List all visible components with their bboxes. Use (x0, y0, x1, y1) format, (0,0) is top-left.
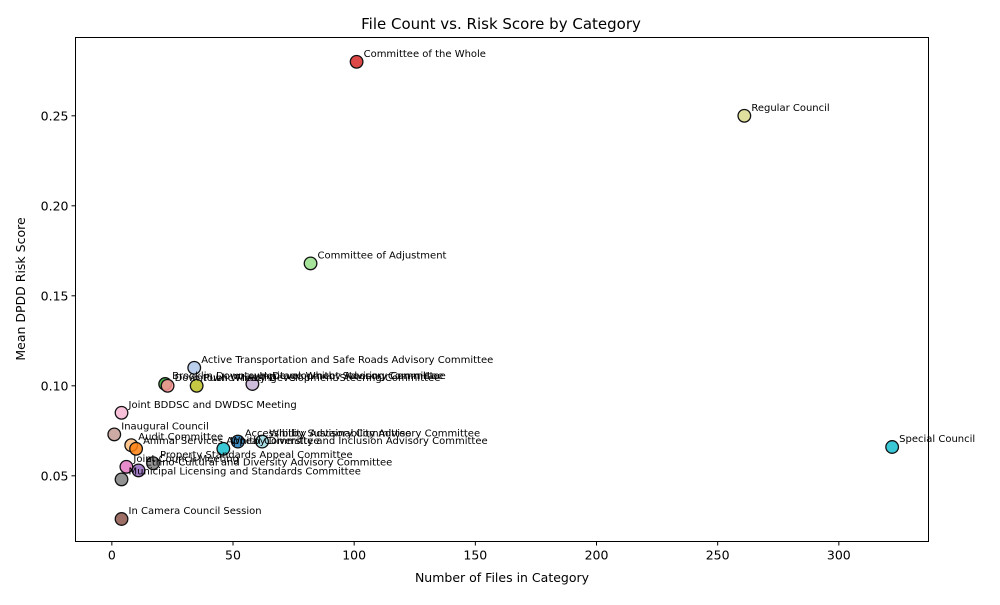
data-point (216, 441, 231, 456)
data-point (255, 434, 270, 449)
data-point-label: Active Transportation and Safe Roads Adv… (201, 355, 493, 366)
data-point-label: Inaugural Council (121, 421, 208, 432)
y-tick-label: 0.20 (41, 198, 69, 213)
data-point-label: Regular Council (751, 103, 829, 114)
chart-title: File Count vs. Risk Score by Category (361, 15, 641, 33)
x-tick-label: 200 (585, 548, 609, 563)
point-labels-layer: Committee of the Whole Regular Council Com… (121, 49, 975, 517)
data-point (737, 108, 752, 123)
data-point-label: Downtown Whitby Development Steering Com… (175, 373, 441, 384)
data-point-label: Whitby Diversity and Inclusion Advisory … (230, 436, 487, 447)
x-axis-label: Number of Files in Category (415, 570, 590, 585)
data-point-label: Heritage Whitby Advisory Committee (259, 371, 445, 382)
data-point-label: Ethno-Cultural and Diversity Advisory Co… (146, 457, 393, 468)
data-point (245, 377, 260, 391)
data-point-label: Special Council (899, 434, 975, 445)
data-point-label: Municipal Licensing and Standards Commit… (129, 466, 361, 477)
data-point-label: Brooklin Downtown Development Steering C… (172, 371, 443, 382)
data-point (230, 434, 245, 449)
y-tick-label: 0.15 (41, 288, 69, 303)
data-point (160, 378, 175, 393)
x-tick-label: 250 (706, 548, 730, 563)
data-point-label: Animal Services Appeal Committee (143, 436, 319, 447)
data-point-label: Public Meeting (204, 373, 277, 384)
x-axis: 0 50 100 150 200 250 300 (108, 541, 851, 563)
data-point (114, 512, 129, 526)
x-tick-label: 100 (342, 548, 366, 563)
y-tick-label: 0.25 (41, 108, 69, 123)
data-point (349, 54, 364, 69)
data-point (885, 440, 900, 454)
data-point (303, 256, 318, 271)
x-tick-label: 50 (225, 548, 241, 563)
y-axis-label: Mean DPDD Risk Score (13, 217, 28, 361)
x-tick-label: 0 (108, 548, 116, 563)
y-axis: 0.05 0.10 0.15 0.20 0.25 (41, 108, 76, 483)
y-tick-label: 0.05 (41, 468, 69, 483)
data-point-label: Committee of the Whole (364, 49, 486, 60)
x-tick-label: 150 (463, 548, 487, 563)
data-point (114, 405, 129, 420)
points-layer (107, 54, 900, 526)
data-point (189, 378, 204, 393)
data-point (114, 472, 129, 487)
data-point-label: Whitby Sustainability Advisory Committee (269, 429, 480, 440)
data-point-label: Joint BDDSC and DWDSC Meeting (128, 400, 297, 411)
data-point (146, 456, 160, 471)
plot-frame (75, 37, 929, 542)
data-point (131, 463, 146, 478)
data-point-label: In Camera Council Session (129, 506, 262, 517)
data-point-label: Audit Committee (138, 432, 223, 443)
data-point (107, 427, 122, 442)
data-point-label: Committee of Adjustment (318, 250, 447, 261)
data-point (187, 360, 202, 375)
y-tick-label: 0.10 (41, 378, 69, 393)
data-point-label: Joint Council Meeting (132, 454, 239, 465)
data-point-label: Property Standards Appeal Committee (160, 450, 353, 461)
x-tick-label: 300 (827, 548, 851, 563)
data-point-label: Accessibility Advisory Committee (245, 429, 411, 440)
data-point (129, 441, 144, 456)
